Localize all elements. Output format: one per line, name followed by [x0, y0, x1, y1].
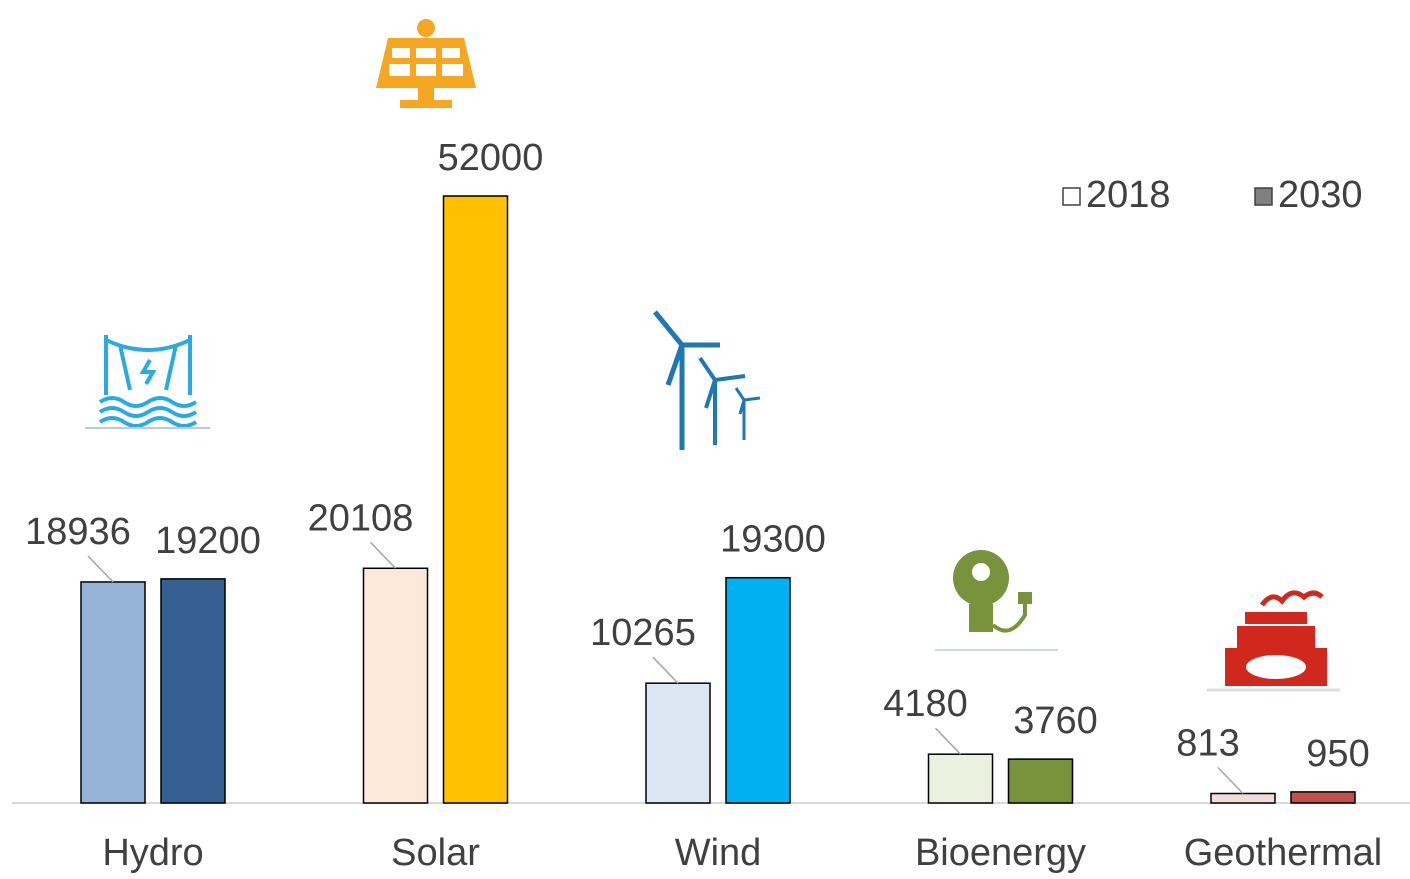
bar: [362, 567, 429, 804]
data-label: 19200: [155, 520, 261, 562]
bar: [1007, 758, 1074, 804]
data-label: 4180: [883, 683, 968, 725]
data-label: 20108: [308, 497, 414, 539]
bar: [442, 195, 509, 804]
x-tick-label: Hydro: [102, 832, 203, 874]
leader-line: [652, 656, 679, 684]
leader-line: [1217, 766, 1244, 795]
legend-label: 2018: [1086, 174, 1171, 216]
icons: [85, 19, 1340, 692]
bioenergy-icon: [935, 550, 1058, 651]
data-label: 52000: [438, 137, 544, 179]
hydro-icon: [85, 335, 210, 429]
geothermal-icon: [1207, 590, 1340, 692]
data-label: 18936: [25, 511, 131, 553]
x-tick-label: Solar: [391, 832, 480, 874]
bar: [1290, 791, 1356, 804]
data-label: 950: [1306, 733, 1369, 775]
data-label: 813: [1176, 723, 1239, 765]
data-label: 19300: [720, 519, 826, 561]
x-tick-label: Wind: [675, 832, 762, 874]
bar: [1210, 792, 1276, 804]
data-label: 10265: [590, 612, 696, 654]
legend-swatch: [1254, 187, 1273, 206]
bar: [80, 581, 146, 804]
bar: [725, 576, 791, 804]
x-tick-label: Bioenergy: [915, 832, 1086, 874]
bar: [645, 682, 711, 804]
wind-icon: [653, 310, 761, 450]
bar: [927, 753, 994, 804]
solar-icon: [376, 19, 476, 108]
x-tick-label: Geothermal: [1184, 832, 1383, 874]
leader-line: [934, 727, 962, 755]
bar: [160, 578, 226, 804]
leader-line: [369, 541, 397, 569]
legend-label: 2030: [1278, 174, 1363, 216]
leader-line: [87, 555, 114, 583]
data-label: 3760: [1013, 700, 1098, 742]
legend-swatch: [1062, 187, 1081, 206]
